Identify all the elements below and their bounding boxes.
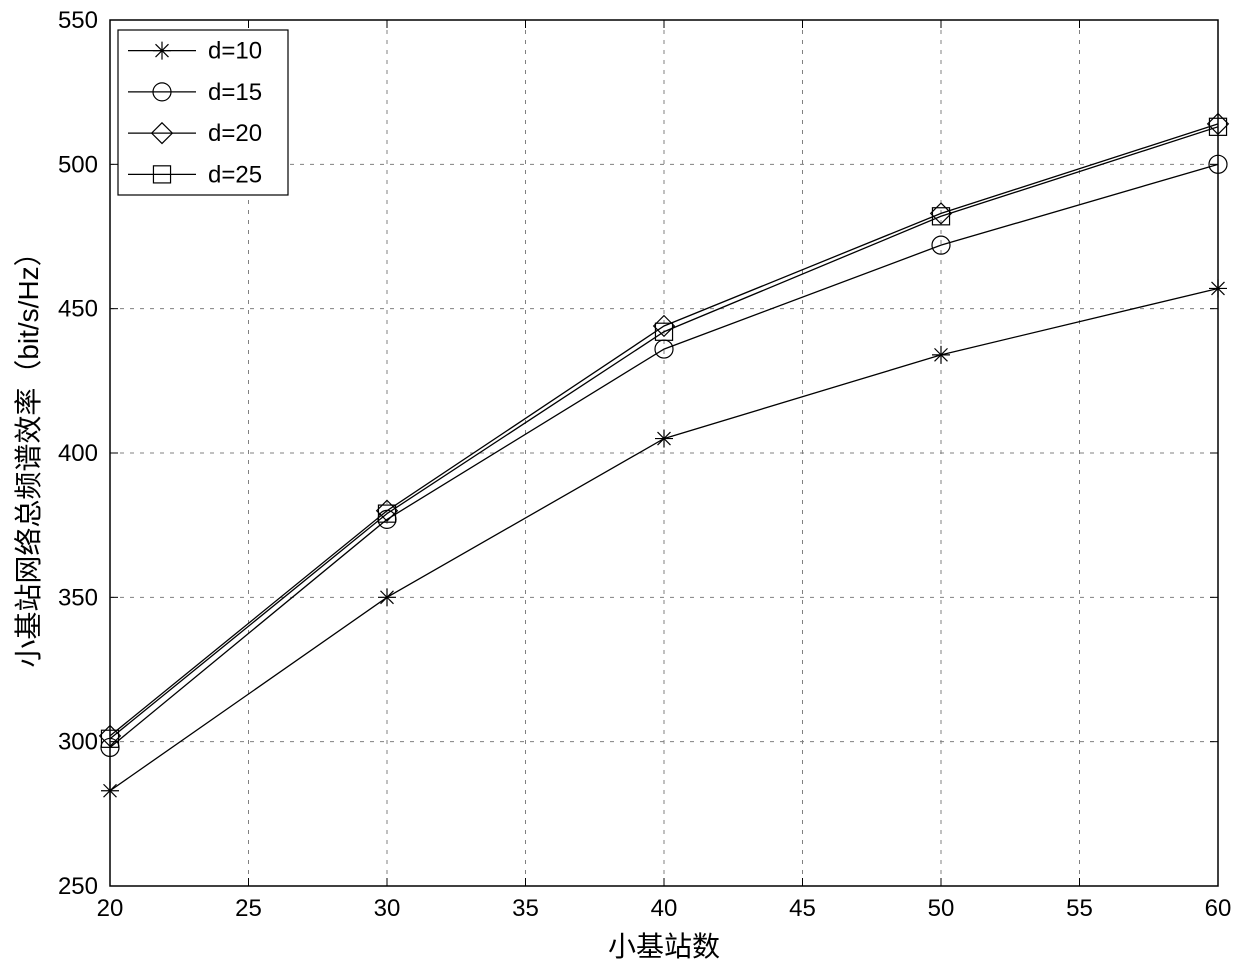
y-axis-label: 小基站网络总频谱效率（bit/s/Hz） (13, 238, 44, 667)
asterisk-marker (153, 42, 171, 60)
xtick-label: 40 (651, 895, 678, 922)
xtick-label: 30 (374, 895, 401, 922)
ytick-label: 250 (58, 873, 98, 900)
ytick-label: 300 (58, 729, 98, 756)
ytick-label: 500 (58, 151, 98, 178)
asterisk-marker (655, 430, 673, 448)
legend-label: d=20 (208, 120, 262, 147)
ytick-label: 450 (58, 296, 98, 323)
asterisk-marker (378, 588, 396, 606)
x-axis-label: 小基站数 (608, 931, 720, 962)
xtick-label: 60 (1205, 895, 1232, 922)
xtick-label: 25 (235, 895, 262, 922)
xtick-label: 45 (789, 895, 816, 922)
line-chart: 20 25 30 35 40 45 50 55 60 250 300 350 400 450 500 550 小… (0, 0, 1238, 966)
legend-label: d=10 (208, 38, 262, 65)
xtick-label: 50 (928, 895, 955, 922)
ytick-label: 400 (58, 440, 98, 467)
ytick-label: 550 (58, 7, 98, 34)
asterisk-marker (932, 346, 950, 364)
legend: d=10 d=15 d=20 d=25 (118, 30, 288, 195)
legend-label: d=25 (208, 161, 262, 188)
ytick-label: 350 (58, 584, 98, 611)
asterisk-marker (1209, 279, 1227, 297)
asterisk-marker (101, 782, 119, 800)
xtick-label: 35 (512, 895, 539, 922)
legend-box (118, 30, 288, 195)
chart-container: 20 25 30 35 40 45 50 55 60 250 300 350 400 450 500 550 小… (0, 0, 1238, 966)
xtick-label: 20 (97, 895, 124, 922)
xtick-label: 55 (1066, 895, 1093, 922)
legend-label: d=15 (208, 79, 262, 106)
